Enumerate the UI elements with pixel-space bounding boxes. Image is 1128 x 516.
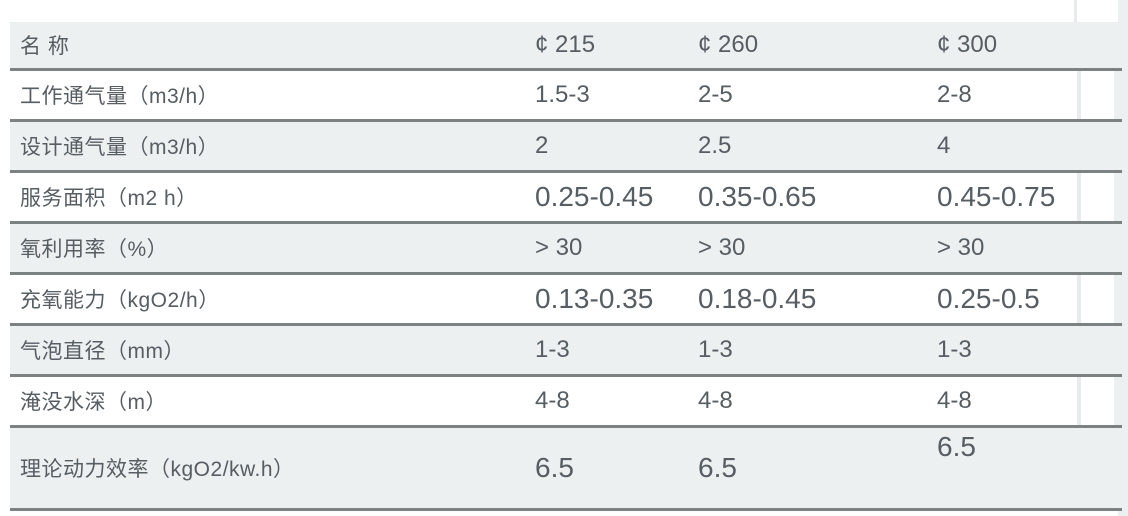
- cell-value-3: 0.25-0.5: [937, 283, 1040, 314]
- row-label: 充氧能力（kgO2/h）: [20, 289, 220, 312]
- cell-value-2: 6.5: [698, 452, 737, 483]
- row-label: 气泡直径（mm）: [20, 340, 185, 363]
- row-end-strip: [1114, 122, 1122, 170]
- table-body: 工作通气量（m3/h） 1.5-3 2-5 2-8 设计通气量（m3/h） 2 …: [10, 71, 1122, 511]
- cell-value-3: 2-8: [937, 81, 972, 108]
- top-column-separator: [1074, 0, 1077, 22]
- cell-value-3: 6.5: [937, 431, 976, 462]
- table-row: 充氧能力（kgO2/h） 0.13-0.35 0.18-0.45 0.25-0.…: [10, 275, 1122, 326]
- column-separator: [1077, 173, 1081, 221]
- cell-value-3: 1-3: [937, 336, 972, 363]
- tail-cell: [1081, 224, 1114, 272]
- cell-value-2: 0.18-0.45: [698, 283, 817, 314]
- tail-cell: [1081, 122, 1114, 170]
- row-end-strip: [1114, 224, 1122, 272]
- table-row: 气泡直径（mm） 1-3 1-3 1-3: [10, 326, 1122, 377]
- cell-value-1: > 30: [535, 234, 583, 261]
- cell-value-2: 4-8: [698, 387, 733, 414]
- column-separator: [1077, 71, 1081, 119]
- tail-cell: [1081, 326, 1114, 374]
- row-label: 设计通气量（m3/h）: [20, 136, 220, 159]
- tail-cell: [1081, 22, 1114, 68]
- cell-value-2: > 30: [698, 234, 746, 261]
- row-label: 理论动力效率（kgO2/kw.h）: [20, 458, 295, 481]
- cell-value-2: 1-3: [698, 336, 733, 363]
- spec-table: 名 称 ¢ 215 ¢ 260 ¢ 300 工作通气量（m3/h） 1.5-3 …: [10, 22, 1122, 511]
- cell-value-3: 4-8: [937, 387, 972, 414]
- cell-value-3: > 30: [937, 234, 985, 261]
- row-end-strip: [1114, 71, 1122, 119]
- cell-value-2: 0.35-0.65: [698, 181, 817, 212]
- table-row: 服务面积（m2 h） 0.25-0.45 0.35-0.65 0.45-0.75: [10, 173, 1122, 224]
- tail-cell: [1081, 428, 1114, 508]
- tail-cell: [1081, 173, 1114, 221]
- cell-value-1: 0.13-0.35: [535, 283, 654, 314]
- cell-value-3: 0.45-0.75: [937, 181, 1056, 212]
- cell-value-1: 0.25-0.45: [535, 181, 654, 212]
- row-end-strip: [1114, 275, 1122, 323]
- row-label: 工作通气量（m3/h）: [20, 85, 220, 108]
- cell-value-1: 1.5-3: [535, 81, 590, 108]
- header-col-1: ¢ 215: [535, 31, 596, 58]
- column-separator: [1077, 377, 1081, 425]
- table-row: 淹没水深（m） 4-8 4-8 4-8: [10, 377, 1122, 428]
- row-label: 氧利用率（%）: [20, 238, 169, 261]
- right-margin-strip: [1118, 0, 1128, 516]
- row-label: 服务面积（m2 h）: [20, 187, 198, 210]
- cell-value-2: 2-5: [698, 81, 733, 108]
- tail-cell: [1081, 377, 1114, 425]
- table-row: 氧利用率（%） > 30 > 30 > 30: [10, 224, 1122, 275]
- cell-value-2: 2.5: [698, 132, 732, 159]
- row-end-strip: [1114, 326, 1122, 374]
- row-end-strip: [1114, 377, 1122, 425]
- row-label: 淹没水深（m）: [20, 391, 167, 414]
- table-row: 理论动力效率（kgO2/kw.h） 6.5 6.5 6.5: [10, 428, 1122, 511]
- column-separator: [1077, 275, 1081, 323]
- cell-value-1: 6.5: [535, 452, 574, 483]
- header-col-3: ¢ 300: [937, 31, 998, 58]
- row-end-strip: [1114, 428, 1122, 508]
- row-end-strip: [1114, 173, 1122, 221]
- cell-value-1: 1-3: [535, 336, 570, 363]
- header-col-2: ¢ 260: [698, 31, 759, 58]
- cell-value-1: 4-8: [535, 387, 570, 414]
- cell-value-1: 2: [535, 132, 549, 159]
- table-row: 设计通气量（m3/h） 2 2.5 4: [10, 122, 1122, 173]
- header-name-label: 名 称: [20, 35, 70, 58]
- row-end-strip: [1114, 22, 1122, 68]
- table-header-row: 名 称 ¢ 215 ¢ 260 ¢ 300: [10, 22, 1122, 71]
- cell-value-3: 4: [937, 132, 951, 159]
- tail-cell: [1081, 71, 1114, 119]
- tail-cell: [1081, 275, 1114, 323]
- table-row: 工作通气量（m3/h） 1.5-3 2-5 2-8: [10, 71, 1122, 122]
